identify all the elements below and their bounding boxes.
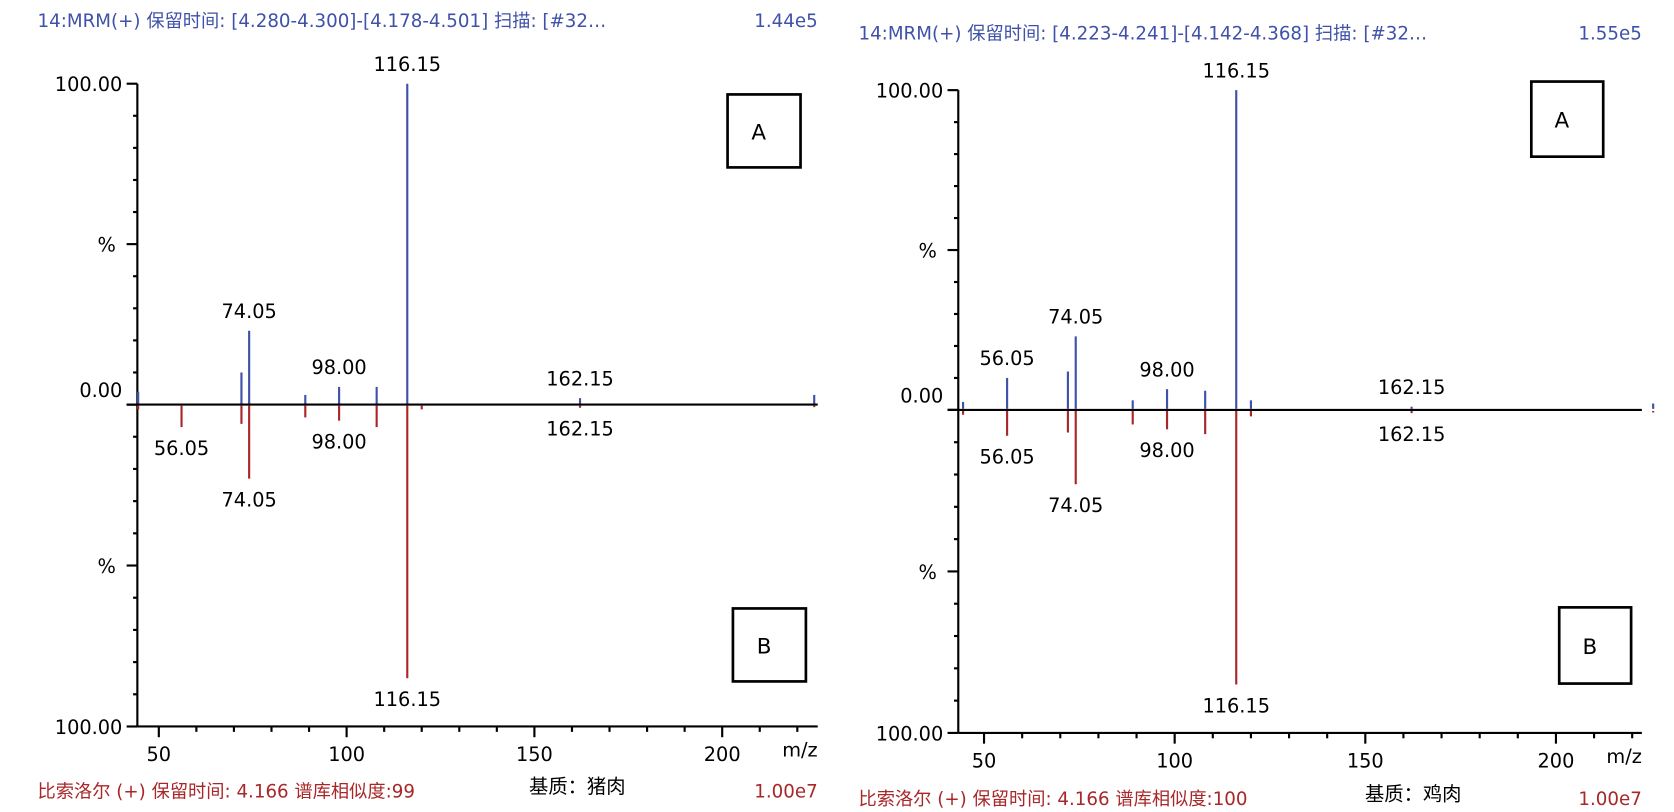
peak-label-b: 162.15 <box>1378 423 1446 446</box>
box-label-a-frame <box>1529 80 1605 159</box>
peak-label-a: 74.05 <box>1048 305 1103 328</box>
peak-label-b: 56.05 <box>154 437 209 460</box>
peak-label-a: 98.00 <box>311 356 366 379</box>
x-tick-label: 200 <box>1538 749 1575 772</box>
peak-label-b: 98.00 <box>311 431 366 454</box>
peak-label-b: 116.15 <box>374 688 442 711</box>
box-label-b-frame <box>1557 606 1633 685</box>
peak-label-a: 56.05 <box>979 347 1034 370</box>
library-match-text: 比索洛尔 (+) 保留时间: 4.166 谱库相似度:99 <box>38 781 415 802</box>
peak-label-a: 162.15 <box>1378 376 1446 399</box>
footer-scale: 1.00e7 <box>754 781 817 802</box>
x-tick-label: 200 <box>704 743 741 766</box>
chart-title: 14:MRM(+) 保留时间: [4.280-4.300]-[4.178-4.5… <box>38 11 607 32</box>
peak-label-a: 162.15 <box>546 367 614 390</box>
y-axis-label-bottom: % <box>98 555 116 578</box>
peak-label-b: 56.05 <box>979 446 1034 469</box>
y-tick-label-top: 100.00 <box>876 80 944 103</box>
matrix-label: 基质：鸡肉 <box>1365 783 1462 806</box>
x-tick-label: 150 <box>516 743 553 766</box>
peak-label-b: 98.00 <box>1139 439 1194 462</box>
x-axis-label: m/z <box>782 739 817 762</box>
peak-label-a: 98.00 <box>1139 358 1194 381</box>
library-match-text: 比索洛尔 (+) 保留时间: 4.166 谱库相似度:100 <box>858 789 1247 810</box>
title-scale: 1.55e5 <box>1578 24 1641 45</box>
title-scale: 1.44e5 <box>754 11 817 32</box>
matrix-label: 基质：猪肉 <box>529 775 626 798</box>
box-label-b: B <box>757 635 772 660</box>
y-tick-label-bottom: 100.00 <box>876 722 944 745</box>
peak-label-a: 116.15 <box>1202 59 1270 82</box>
chart-title: 14:MRM(+) 保留时间: [4.223-4.241]-[4.142-4.3… <box>858 24 1427 45</box>
footer-scale: 1.00e7 <box>1578 789 1641 810</box>
y-tick-label-top: 100.00 <box>55 73 123 96</box>
y-axis-label-bottom: % <box>918 561 936 584</box>
peak-label-b: 74.05 <box>222 489 277 512</box>
x-tick-label: 50 <box>972 749 997 772</box>
peak-label-b: 162.15 <box>546 418 614 441</box>
peak-label-b: 116.15 <box>1202 694 1270 717</box>
y-axis-label-top: % <box>918 240 936 263</box>
y-axis-label-top: % <box>98 234 116 257</box>
box-label-a: A <box>1555 109 1570 134</box>
y-tick-label-zero: 0.00 <box>900 384 943 407</box>
peak-label-a: 74.05 <box>222 300 277 323</box>
x-tick-label: 100 <box>328 743 365 766</box>
y-tick-label-zero: 0.00 <box>79 379 122 402</box>
peak-label-a: 116.15 <box>374 53 442 76</box>
box-label-b-frame <box>731 607 808 683</box>
box-label-b: B <box>1582 635 1597 660</box>
peak-label-b: 74.05 <box>1048 494 1103 517</box>
box-label-a-frame <box>726 93 802 169</box>
x-tick-label: 150 <box>1347 749 1384 772</box>
box-label-a: A <box>751 121 766 146</box>
y-tick-label-bottom: 100.00 <box>55 716 123 739</box>
x-tick-label: 50 <box>147 743 172 766</box>
x-tick-label: 100 <box>1156 749 1193 772</box>
x-axis-label: m/z <box>1606 745 1641 768</box>
